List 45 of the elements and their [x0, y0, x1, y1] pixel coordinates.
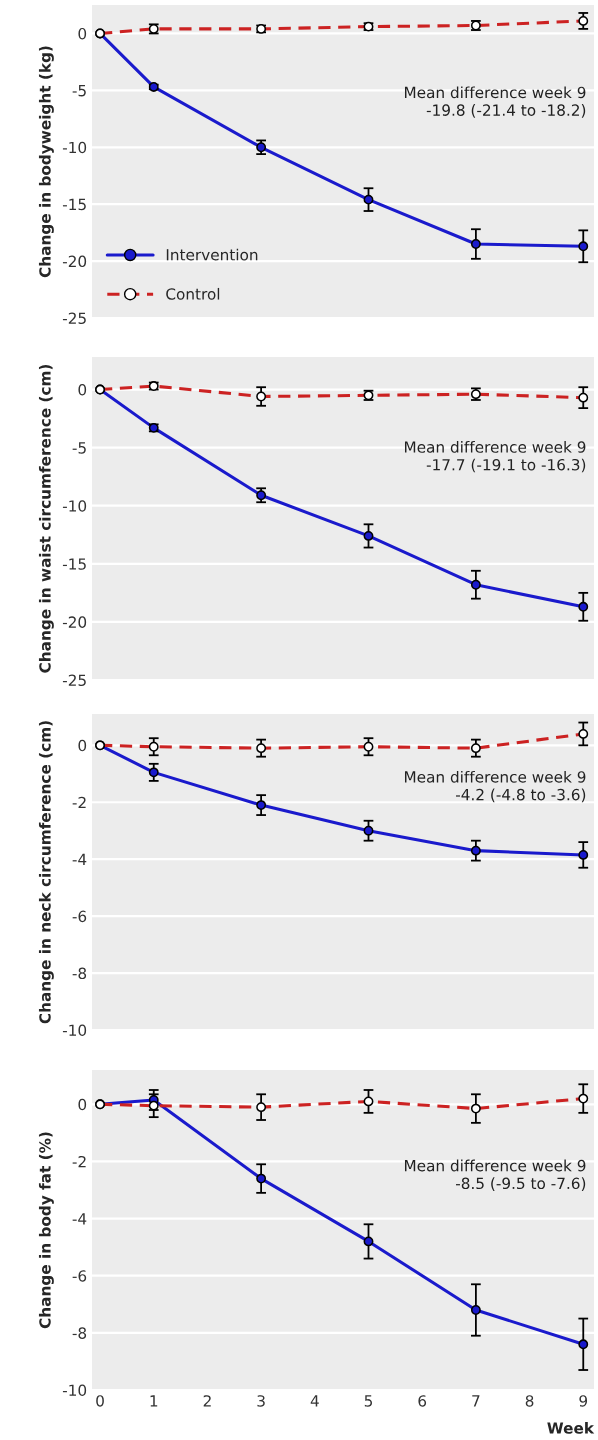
annotation: Mean difference week 9 -17.7 (-19.1 to -16.3) — [404, 440, 586, 473]
legend-label: Intervention — [166, 248, 258, 261]
y-tick-label: 0 — [78, 384, 87, 396]
y-tick-label: -25 — [62, 312, 86, 325]
annotation: Mean difference week 9 -4.2 (-4.8 to -3.6) — [404, 770, 586, 803]
x-tick-label: 4 — [310, 1395, 319, 1407]
y-tick-label: -10 — [62, 1384, 87, 1397]
y-tick-label: -20 — [62, 616, 87, 628]
y-tick-label: 0 — [78, 1098, 87, 1111]
y-tick-label: -6 — [72, 910, 87, 923]
x-tick-label: 9 — [579, 1395, 588, 1407]
y-tick-label: -8 — [72, 967, 87, 980]
y-tick-label: -10 — [62, 141, 87, 154]
y-tick-label: 0 — [78, 27, 87, 40]
annotation: Mean difference week 9 -19.8 (-21.4 to -18.2) — [404, 86, 586, 118]
x-axis-title: Week — [547, 1422, 595, 1434]
y-tick-label: -10 — [62, 1024, 87, 1037]
y-tick-label: -6 — [72, 1270, 87, 1282]
y-tick-label: -10 — [62, 500, 87, 512]
y-tick-label: 0 — [78, 739, 87, 752]
y-axis-title: Change in waist circumference (cm) — [38, 364, 54, 673]
y-tick-label: -4 — [72, 1213, 87, 1225]
x-tick-label: 1 — [150, 1395, 158, 1407]
x-tick-label: 2 — [203, 1395, 211, 1407]
y-tick-label: -5 — [72, 85, 86, 97]
x-tick-label: 7 — [472, 1395, 480, 1407]
y-tick-label: -8 — [72, 1327, 87, 1339]
y-tick-label: -2 — [72, 796, 86, 809]
x-tick-label: 0 — [96, 1395, 104, 1407]
annotation: Mean difference week 9 -8.5 (-9.5 to -7.6) — [404, 1159, 586, 1191]
y-tick-label: -4 — [72, 853, 87, 865]
y-axis-title: Change in neck circumference (cm) — [38, 721, 54, 1024]
y-tick-label: -25 — [62, 674, 86, 687]
y-tick-label: -15 — [62, 558, 86, 570]
y-tick-label: -5 — [72, 442, 86, 454]
y-tick-label: -15 — [62, 198, 86, 211]
y-axis-title: Change in bodyweight (kg) — [38, 46, 54, 278]
y-tick-label: -20 — [62, 255, 87, 268]
x-tick-label: 8 — [525, 1395, 534, 1407]
x-tick-label: 5 — [364, 1395, 373, 1407]
y-tick-label: -2 — [72, 1155, 86, 1168]
x-tick-label: 6 — [418, 1395, 427, 1407]
x-tick-label: 3 — [257, 1395, 265, 1407]
legend-label: Control — [166, 287, 220, 300]
y-axis-title: Change in body fat (%) — [38, 1132, 54, 1329]
